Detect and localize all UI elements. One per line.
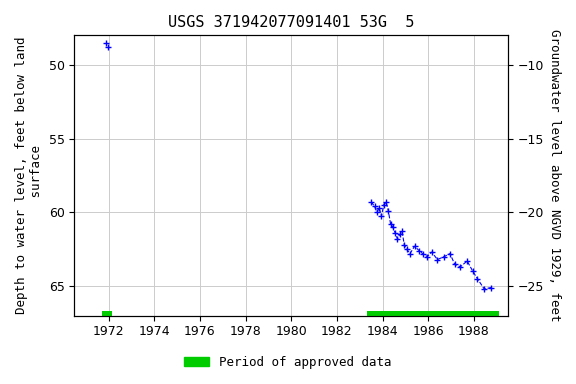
Y-axis label: Groundwater level above NGVD 1929, feet: Groundwater level above NGVD 1929, feet	[548, 29, 561, 322]
Bar	[102, 311, 112, 316]
Y-axis label: Depth to water level, feet below land
 surface: Depth to water level, feet below land su…	[15, 37, 43, 314]
Title: USGS 371942077091401 53G  5: USGS 371942077091401 53G 5	[168, 15, 415, 30]
Legend: Period of approved data: Period of approved data	[179, 351, 397, 374]
Bar	[367, 311, 499, 316]
